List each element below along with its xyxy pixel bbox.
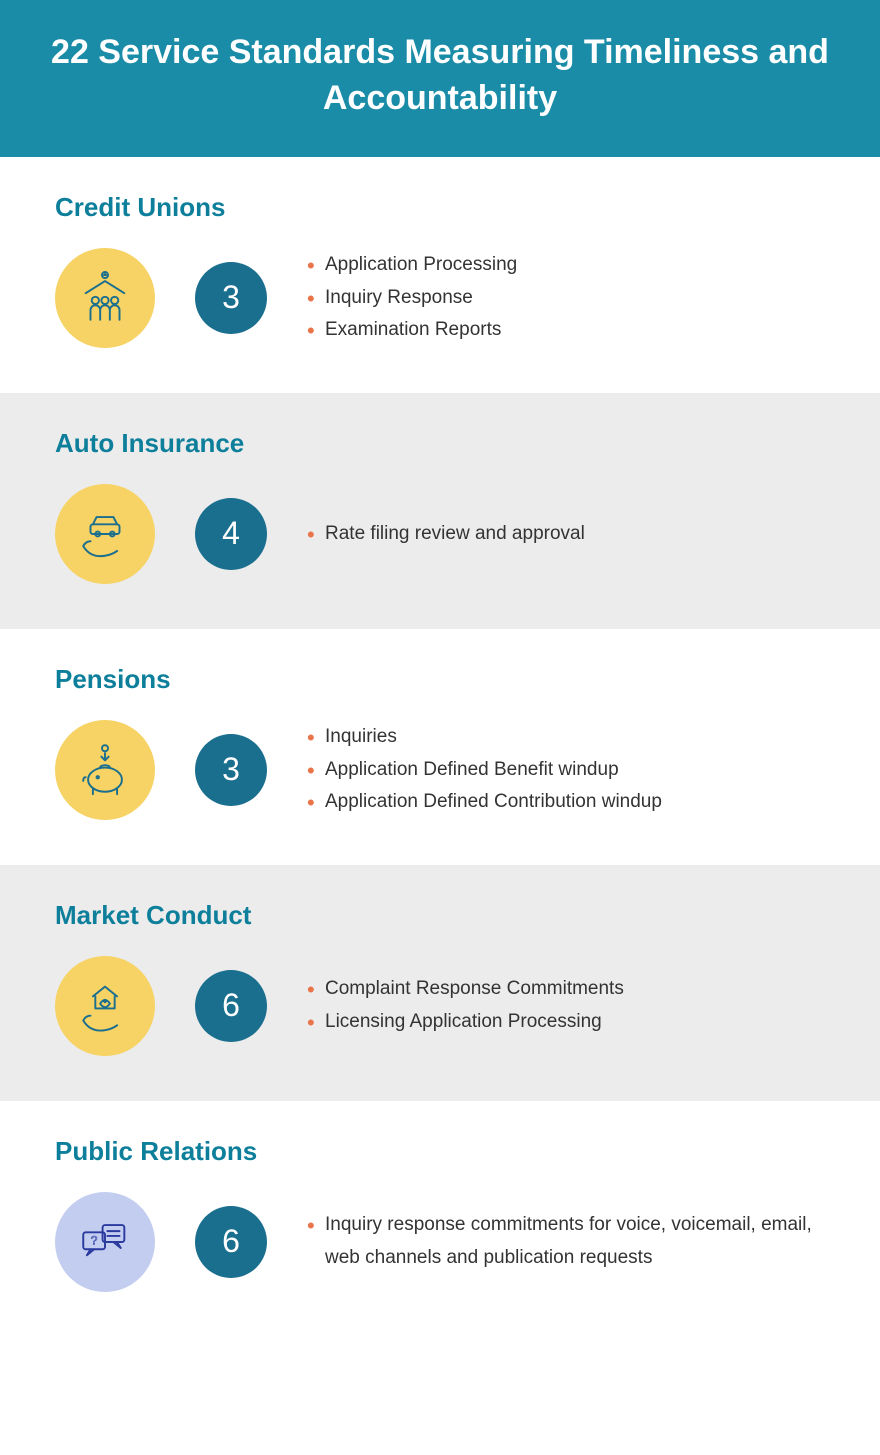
items-list: Rate filing review and approval [307, 518, 825, 550]
items-list: InquiriesApplication Defined Benefit win… [307, 721, 825, 818]
list-item: Complaint Response Commitments [307, 973, 825, 1005]
count-badge: 3 [195, 734, 267, 806]
section: Market Conduct 6 Complaint Response Commit… [0, 865, 880, 1101]
items-list: Complaint Response CommitmentsLicensing … [307, 973, 825, 1038]
count-badge: 3 [195, 262, 267, 334]
section: Pensions 3 InquiriesApplication Defined Be… [0, 629, 880, 865]
list-item: Application Defined Benefit windup [307, 754, 825, 786]
items-list: Application ProcessingInquiry ResponseEx… [307, 249, 825, 346]
list-item: Application Defined Contribution windup [307, 786, 825, 818]
list-item: Inquiry response commitments for voice, … [307, 1209, 825, 1274]
section-title: Public Relations [55, 1136, 825, 1167]
section-title: Credit Unions [55, 192, 825, 223]
list-item: Examination Reports [307, 314, 825, 346]
section-row: 3 Application ProcessingInquiry ResponseE… [55, 248, 825, 348]
count-badge: 6 [195, 1206, 267, 1278]
count-badge: 6 [195, 970, 267, 1042]
list-item: Licensing Application Processing [307, 1006, 825, 1038]
section-title: Pensions [55, 664, 825, 695]
pension-icon [55, 720, 155, 820]
public-icon [55, 1192, 155, 1292]
section: Credit Unions 3 Application ProcessingInqu… [0, 157, 880, 393]
section: Auto Insurance 4 Rate filing review and ap… [0, 393, 880, 629]
section-title: Auto Insurance [55, 428, 825, 459]
page-title: 22 Service Standards Measuring Timelines… [40, 30, 840, 122]
auto-icon [55, 484, 155, 584]
count-badge: 4 [195, 498, 267, 570]
items-list: Inquiry response commitments for voice, … [307, 1209, 825, 1274]
section-row: 6 Inquiry response commitments for voice,… [55, 1192, 825, 1292]
page-header: 22 Service Standards Measuring Timelines… [0, 0, 880, 157]
sections-container: Credit Unions3Application ProcessingInqu… [0, 157, 880, 1337]
section-row: 3 InquiriesApplication Defined Benefit wi… [55, 720, 825, 820]
list-item: Inquiry Response [307, 282, 825, 314]
list-item: Inquiries [307, 721, 825, 753]
section-title: Market Conduct [55, 900, 825, 931]
list-item: Application Processing [307, 249, 825, 281]
market-icon [55, 956, 155, 1056]
section-row: 4 Rate filing review and approval [55, 484, 825, 584]
credit-union-icon [55, 248, 155, 348]
section-row: 6 Complaint Response CommitmentsLicensing… [55, 956, 825, 1056]
list-item: Rate filing review and approval [307, 518, 825, 550]
section: Public Relations 6 Inquiry response commit… [0, 1101, 880, 1337]
